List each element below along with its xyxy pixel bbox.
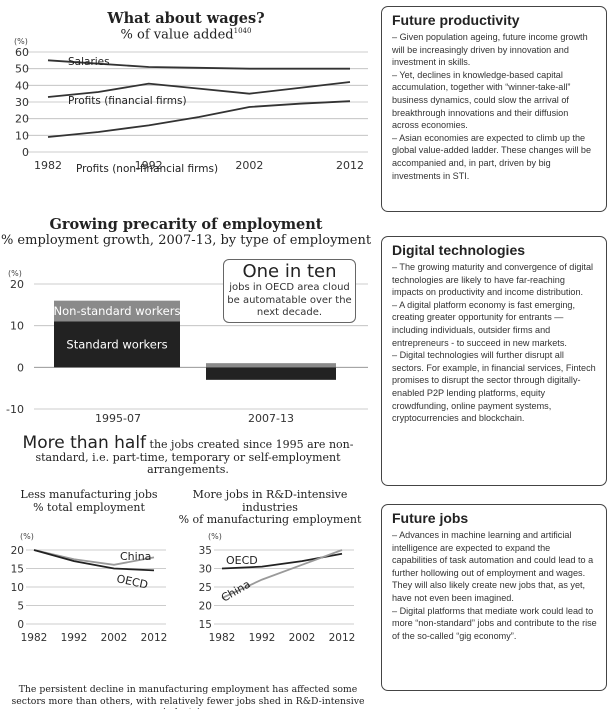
manuf-x-tick-2012: 2012 [141, 632, 168, 644]
wages-x-tick-1982: 1982 [34, 159, 62, 172]
rd-y-tick-20: 20 [199, 601, 212, 613]
wages-x-tick-2002: 2002 [235, 159, 263, 172]
future-jobs-bullet-1: – Advances in machine learning and artif… [392, 530, 594, 603]
precarity-bar-standard-2007-13 [206, 367, 336, 380]
wages-chart: (%) 0 10 20 30 40 50 60 1982 1992 2002 2012 Salaries… [14, 37, 368, 175]
future-productivity-bullet-3: – Asian economies are expected to climb … [392, 132, 592, 181]
precarity-y-tick--10: -10 [6, 403, 24, 416]
wages-y-tick-10: 10 [15, 129, 29, 142]
wages-series-label-profits-non-financial-firms: Profits (non-financial firms) [76, 163, 218, 175]
precarity-y-tick-20: 20 [10, 278, 24, 291]
wages-y-tick-40: 40 [15, 79, 29, 92]
digital-technologies-title: Digital technologies [392, 242, 526, 258]
rd-series-label-china: China [219, 578, 253, 605]
more-than-half-big: More than half [22, 433, 147, 453]
wages-title: What about wages? [107, 10, 265, 27]
wages-subtitle-text: % of value added [120, 27, 234, 43]
future-productivity-box: Future productivity – Given population a… [381, 6, 607, 212]
manuf-chart: (%) 0 5 10 15 20 1982 1992 2002 2012 China OECD [11, 532, 168, 644]
rd-y-tick-25: 25 [199, 582, 212, 594]
wages-series-label-salaries: Salaries [68, 56, 110, 68]
wages-y-tick-0: 0 [22, 146, 29, 159]
more-than-half-rest: the jobs created since 1995 are non-stan… [35, 438, 354, 476]
wages-x-tick-1992: 1992 [135, 159, 163, 172]
callout-small-text: jobs in OECD area cloud be automatable o… [227, 282, 352, 318]
precarity-subtitle: % employment growth, 2007-13, by type of… [0, 233, 372, 248]
precarity-legend-nonstandard: Non-standard workers [54, 304, 181, 318]
manuf-y-tick-10: 10 [11, 582, 24, 594]
future-jobs-title: Future jobs [392, 510, 469, 526]
wages-footnote-ref: 1040 [233, 27, 252, 35]
wages-y-tick-20: 20 [15, 113, 29, 126]
precarity-bar-nonstandard-1995-07 [54, 300, 180, 322]
manuf-title: Less manufacturing jobs % total employme… [4, 488, 174, 514]
rd-chart: (%) 15 20 25 30 35 1982 1992 2002 2012 OECD China [199, 532, 356, 644]
manuf-y-tick-0: 0 [17, 619, 24, 631]
precarity-y-unit: (%) [8, 269, 22, 278]
wages-series-label-profits-financial-firms: Profits (financial firms) [68, 95, 187, 107]
digital-technologies-box: Digital technologies – The growing matur… [381, 236, 607, 486]
manuf-x-tick-1982: 1982 [21, 632, 48, 644]
rd-y-unit: (%) [208, 532, 222, 541]
rd-y-tick-15: 15 [199, 619, 212, 631]
manuf-series-label-china: China [120, 550, 151, 563]
manuf-series-label-oecd: OECD [115, 572, 149, 591]
wages-y-tick-30: 30 [15, 96, 29, 109]
rd-x-tick-2002: 2002 [289, 632, 316, 644]
future-productivity-bullet-1: – Given population ageing, future income… [392, 32, 588, 68]
rd-x-tick-1982: 1982 [209, 632, 236, 644]
automation-callout: One in ten jobs in OECD area cloud be au… [223, 259, 356, 323]
precarity-y-tick-10: 10 [10, 320, 24, 333]
manuf-y-tick-20: 20 [11, 545, 24, 557]
rd-title-line2: % of manufacturing employment [178, 513, 362, 526]
precarity-legend-standard: Standard workers [66, 337, 167, 351]
manuf-y-tick-15: 15 [11, 564, 24, 576]
rd-title: More jobs in R&D-intensive industries % … [166, 488, 374, 527]
precarity-chart: (%) -10 0 10 20 Standard workers Non-standard … [6, 269, 368, 425]
manuf-title-line1: Less manufacturing jobs [20, 488, 158, 501]
manuf-x-tick-2002: 2002 [101, 632, 128, 644]
wages-y-unit: (%) [14, 37, 28, 46]
more-than-half-text: More than half the jobs created since 19… [4, 435, 372, 477]
rd-x-tick-1992: 1992 [249, 632, 276, 644]
precarity-y-tick-0: 0 [17, 361, 24, 374]
manuf-title-line2: % total employment [33, 500, 145, 514]
manuf-series-line-oecd [33, 549, 155, 572]
manuf-x-tick-1992: 1992 [61, 632, 88, 644]
future-productivity-bullet-2: – Yet, declines in knowledge-based capit… [392, 69, 571, 131]
manuf-y-tick-5: 5 [17, 601, 24, 613]
wages-y-tick-60: 60 [15, 46, 29, 59]
precarity-x-tick-2007-13: 2007-13 [248, 412, 294, 425]
precarity-title: Growing precarity of employment [49, 216, 323, 233]
precarity-bar-standard-1995-07 [54, 321, 180, 368]
wages-subtitle: % of value added1040 [0, 27, 372, 42]
manuf-y-unit: (%) [20, 532, 34, 541]
rd-series-line-china [221, 549, 343, 599]
wages-y-tick-50: 50 [15, 63, 29, 76]
future-jobs-box: Future jobs – Advances in machine learni… [381, 504, 607, 691]
callout-big-text: One in ten [242, 261, 337, 282]
wages-x-tick-2012: 2012 [336, 159, 364, 172]
digital-technologies-bullet-1: – The growing maturity and convergence o… [392, 262, 594, 298]
rd-y-tick-35: 35 [199, 545, 212, 557]
rd-y-tick-30: 30 [199, 564, 212, 576]
digital-technologies-bullet-3: – Digital technologies will further disr… [392, 350, 596, 424]
future-jobs-bullet-2: – Digital platforms that mediate work co… [392, 605, 597, 641]
bottom-caption: The persistent decline in manufacturing … [11, 684, 365, 709]
digital-technologies-bullet-2: – A digital platform economy is fast eme… [392, 299, 575, 348]
rd-title-line1: More jobs in R&D-intensive industries [192, 488, 348, 514]
rd-x-tick-2012: 2012 [329, 632, 356, 644]
precarity-bar-nonstandard-2007-13 [206, 363, 336, 368]
rd-series-label-oecd: OECD [226, 554, 258, 567]
precarity-x-tick-1995-07: 1995-07 [95, 412, 141, 425]
future-productivity-title: Future productivity [392, 12, 520, 28]
